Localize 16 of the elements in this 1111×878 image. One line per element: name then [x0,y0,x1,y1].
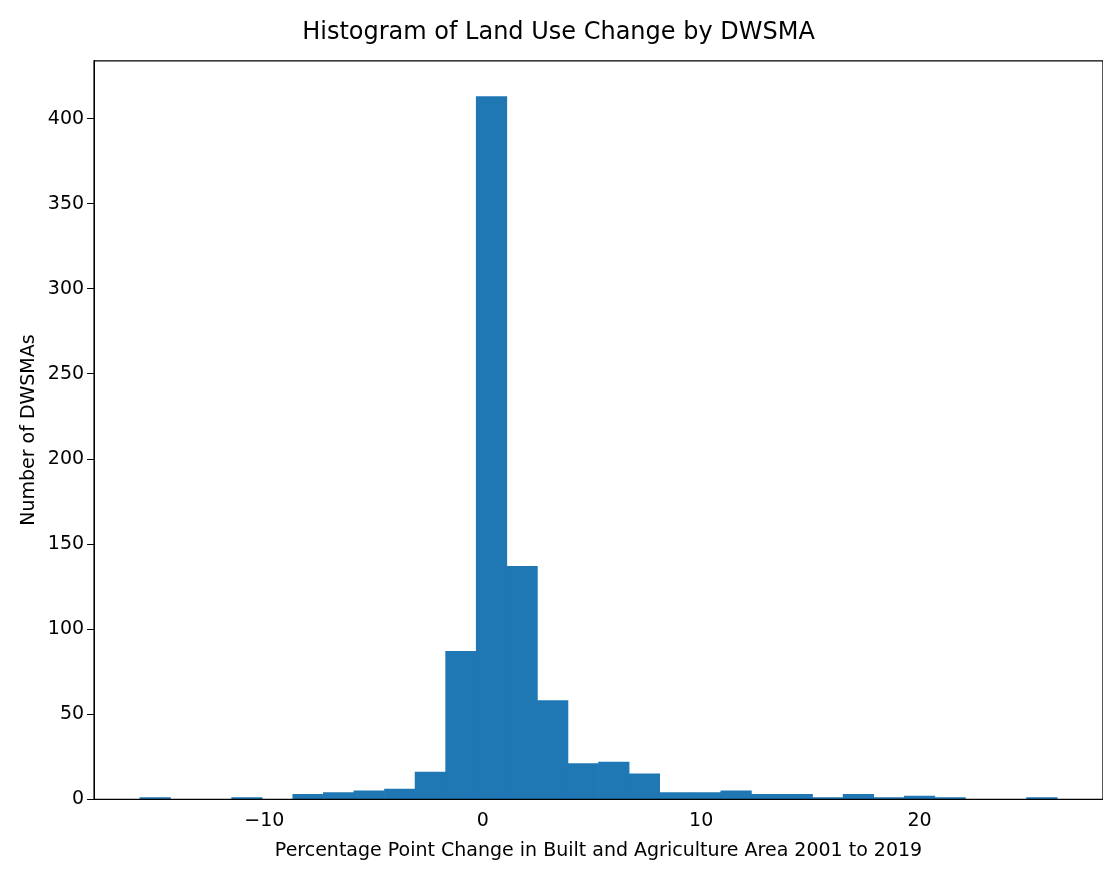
y-axis-title: Number of DWSMAs [16,334,39,526]
x-tick-label: 10 [689,807,714,830]
x-tick-label: −10 [244,807,285,830]
y-tick-label: 50 [59,701,85,724]
y-tick-label: 200 [47,445,85,468]
y-tick-label: 400 [47,105,85,128]
x-tick-label: 0 [476,807,489,830]
y-tick-label: 150 [47,531,85,554]
y-tick-label: 250 [47,360,85,383]
y-tick-label: 300 [47,275,85,298]
y-tick-label: 100 [47,616,85,639]
chart-title: Histogram of Land Use Change by DWSMA [302,16,816,45]
y-tick-label: 350 [47,190,85,213]
y-tick-label: 0 [71,786,85,809]
x-axis-title: Percentage Point Change in Built and Agriculture Area 2001 to 2019 [274,837,923,860]
x-tick-label: 20 [907,807,932,830]
